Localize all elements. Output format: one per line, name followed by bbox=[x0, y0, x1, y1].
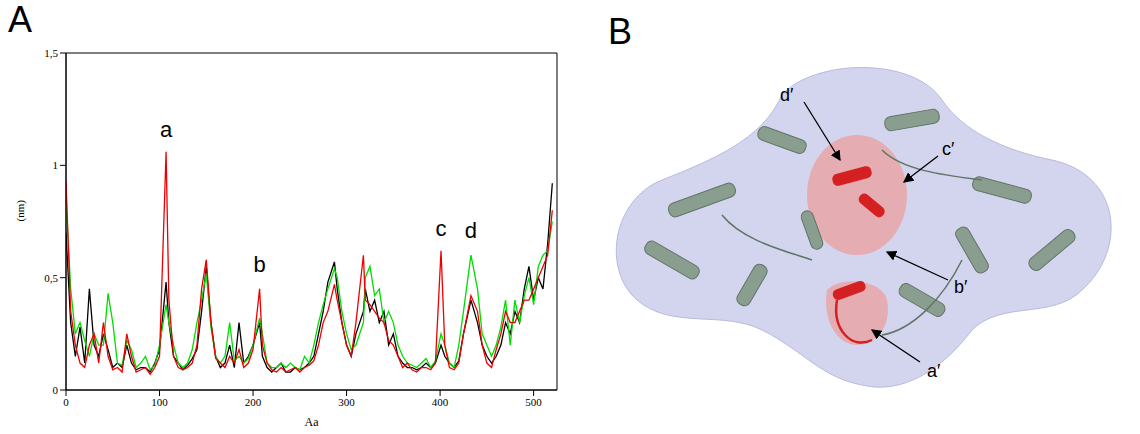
svg-text:400: 400 bbox=[432, 396, 449, 408]
svg-text:(nm): (nm) bbox=[14, 200, 27, 222]
html-text:A: A bbox=[8, 0, 32, 40]
svg-text:c: c bbox=[436, 216, 447, 241]
svg-text:c′: c′ bbox=[942, 139, 955, 159]
svg-text:b: b bbox=[253, 252, 265, 277]
svg-text:Aa: Aa bbox=[305, 415, 320, 429]
svg-text:500: 500 bbox=[525, 396, 542, 408]
svg-text:0: 0 bbox=[53, 384, 59, 396]
svg-text:1: 1 bbox=[53, 159, 59, 171]
svg-text:d′: d′ bbox=[780, 85, 794, 105]
svg-text:300: 300 bbox=[338, 396, 355, 408]
svg-text:0: 0 bbox=[63, 396, 69, 408]
svg-text:d: d bbox=[465, 218, 477, 243]
svg-text:200: 200 bbox=[245, 396, 262, 408]
svg-text:0,5: 0,5 bbox=[44, 272, 58, 284]
svg-text:a′: a′ bbox=[927, 361, 941, 381]
svg-text:1,5: 1,5 bbox=[44, 47, 58, 59]
svg-text:100: 100 bbox=[151, 396, 168, 408]
svg-text:b′: b′ bbox=[954, 277, 968, 297]
svg-text:B: B bbox=[608, 11, 632, 52]
svg-text:a: a bbox=[160, 117, 173, 142]
